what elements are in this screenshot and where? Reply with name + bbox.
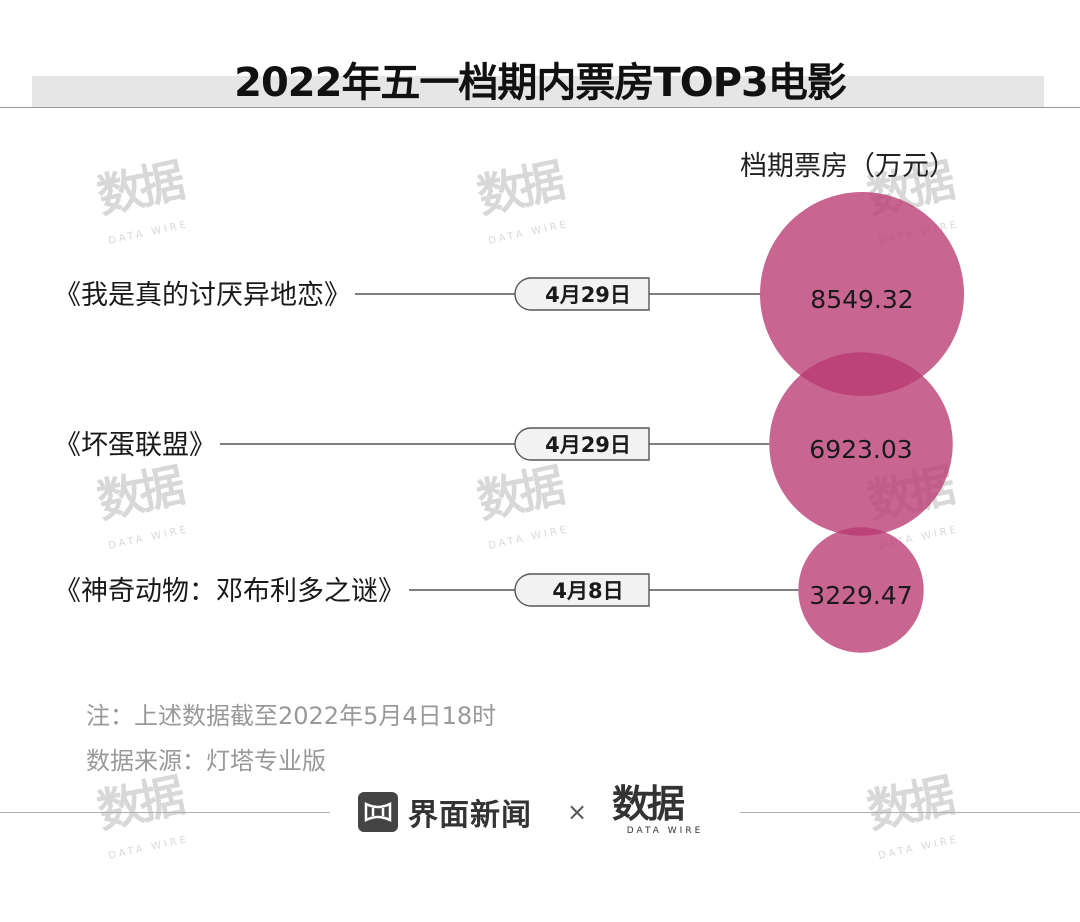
release-date-label: 4月8日: [552, 579, 623, 603]
jiemian-brand: 界面新闻: [358, 790, 532, 834]
title-rule: [0, 107, 1080, 108]
category-label: 《神奇动物：邓布利多之谜》: [54, 576, 405, 607]
data-wire-logo: 数据 DATA WIRE: [612, 784, 718, 844]
release-date-tag: [514, 277, 650, 311]
value-bubble: [760, 192, 964, 396]
value-label: 6923.03: [809, 435, 912, 464]
value-label: 3229.47: [809, 581, 912, 610]
release-date-tag: [514, 427, 650, 461]
value-label: 8549.32: [810, 285, 913, 314]
value-bubble: [798, 527, 924, 653]
chart-title: 2022年五一档期内票房TOP3电影: [234, 60, 847, 106]
collab-times-sign: ×: [567, 798, 588, 826]
data-source-note: 数据来源：灯塔专业版: [86, 747, 326, 775]
release-date-label: 4月29日: [545, 283, 631, 307]
category-label: 《我是真的讨厌异地恋》: [54, 280, 351, 311]
category-label: 《坏蛋联盟》: [54, 430, 216, 461]
jiemian-logo-icon: [358, 792, 398, 832]
data-cutoff-note: 注：上述数据截至2022年5月4日18时: [86, 702, 497, 730]
jiemian-brand-name: 界面新闻: [408, 798, 532, 833]
footer-rule-right: [740, 812, 1080, 813]
title-band: [32, 76, 1044, 108]
footer-rule-left: [0, 812, 330, 813]
release-date-label: 4月29日: [545, 433, 631, 457]
release-date-tag: [514, 573, 650, 607]
value-axis-header: 档期票房（万元）: [740, 151, 956, 182]
data-wire-logo-sub: DATA WIRE: [626, 826, 704, 836]
value-bubble: [769, 352, 953, 536]
data-wire-logo-mark: 数据: [612, 782, 685, 826]
